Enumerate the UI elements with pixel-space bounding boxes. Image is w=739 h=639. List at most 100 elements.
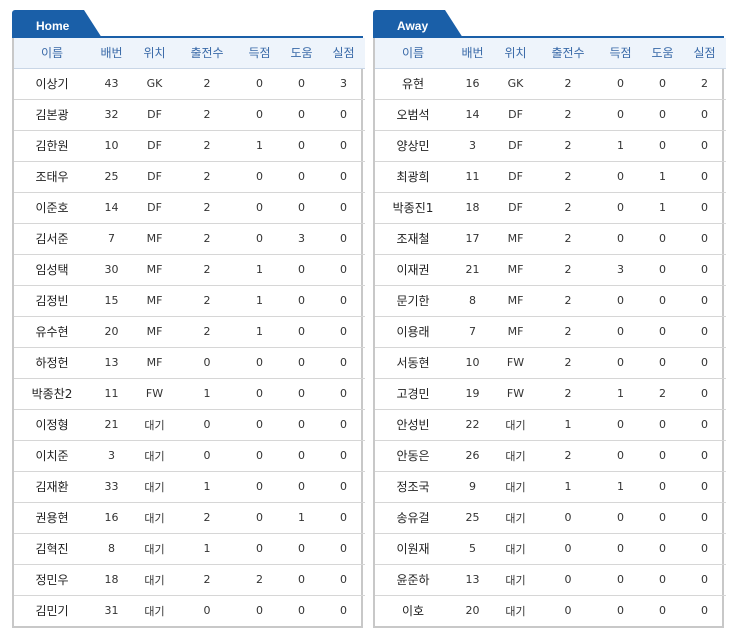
table-row: 이재권 21 MF 2 3 0 0: [375, 254, 726, 286]
home-roster-table: 이름 배번 위치 출전수 득점 도움 실점 이상기 43 GK 2 0 0 3 김본광 32 DF…: [14, 38, 365, 626]
player-position: 대기: [133, 564, 176, 596]
player-number: 22: [451, 409, 494, 441]
player-name: 유현: [375, 68, 451, 100]
player-appearances: 0: [564, 604, 572, 618]
col-header-appearances: 출전수: [537, 38, 599, 69]
table-row: 안성빈 22 대기 1 0 0 0: [375, 409, 726, 441]
player-appearances: 1: [176, 471, 238, 503]
away-tab[interactable]: Away: [373, 10, 463, 38]
player-goals: 1: [238, 254, 281, 286]
col-header-appearances: 출전수: [176, 38, 238, 69]
player-appearances: 2: [176, 161, 238, 193]
player-name: 안동은: [375, 440, 451, 472]
table-row: 김한원 10 DF 2 1 0 0: [14, 130, 365, 162]
player-goals: 0: [238, 192, 281, 224]
player-number: 16: [90, 502, 133, 534]
col-header-position: 위치: [494, 38, 537, 69]
player-goals: 0: [238, 533, 281, 565]
col-header-conceded: 실점: [683, 38, 726, 69]
player-name: 김서준: [14, 223, 90, 255]
player-number: 33: [90, 471, 133, 503]
player-number: 11: [90, 378, 133, 410]
player-conceded: 0: [701, 604, 708, 618]
player-number: 14: [90, 192, 133, 224]
home-roster-panel: Home 이름 배번 위치 출전수 득점 도움 실점 이상기 43 GK 2 0 0 3 김본…: [12, 10, 365, 628]
player-number: 21: [451, 254, 494, 286]
player-assists: 0: [642, 285, 683, 317]
player-conceded: 0: [683, 564, 726, 596]
player-appearances: 0: [176, 347, 238, 379]
player-number: 25: [90, 161, 133, 193]
player-position: 대기: [494, 440, 537, 472]
table-row: 하정헌 13 MF 0 0 0 0: [14, 347, 365, 379]
col-header-goals: 득점: [599, 38, 642, 69]
player-goals: 0: [599, 161, 642, 193]
player-conceded: 0: [683, 533, 726, 565]
player-number: 21: [90, 409, 133, 441]
player-name: 정민우: [14, 564, 90, 596]
player-name: 윤준하: [375, 564, 451, 596]
player-number: 25: [451, 502, 494, 534]
player-goals: 0: [599, 502, 642, 534]
player-position: MF: [133, 347, 176, 379]
home-tab[interactable]: Home: [12, 10, 102, 38]
tab-underline: [373, 36, 724, 38]
home-table-body: 이상기 43 GK 2 0 0 3 김본광 32 DF 2 0 0 0 김한원 10 DF 2 1 0 0 조태우 25 DF…: [14, 68, 365, 626]
player-assists: 1: [642, 161, 683, 193]
player-position: MF: [133, 254, 176, 286]
player-appearances: 2: [176, 68, 238, 100]
player-conceded: 0: [322, 533, 365, 565]
player-conceded: 0: [683, 161, 726, 193]
player-appearances: 2: [537, 316, 599, 348]
player-goals: 0: [599, 192, 642, 224]
player-position: GK: [494, 68, 537, 100]
col-header-assists: 도움: [281, 38, 322, 69]
player-goals: 0: [599, 68, 642, 100]
table-row: 조재철 17 MF 2 0 0 0: [375, 223, 726, 255]
player-position: DF: [494, 161, 537, 193]
player-number: 43: [90, 68, 133, 100]
player-number: 32: [90, 99, 133, 131]
table-row: 권용현 16 대기 2 0 1 0: [14, 502, 365, 534]
header-row: 이름 배번 위치 출전수 득점 도움 실점: [375, 38, 726, 69]
player-assists: 0: [281, 378, 322, 410]
player-goals: 0: [599, 409, 642, 441]
player-assists: 0: [281, 533, 322, 565]
player-assists: 0: [298, 604, 305, 618]
player-assists: 0: [281, 130, 322, 162]
player-appearances: 2: [176, 192, 238, 224]
player-number: 31: [104, 604, 119, 618]
player-appearances: 2: [537, 254, 599, 286]
player-goals: 0: [238, 347, 281, 379]
player-position: 대기: [494, 502, 537, 534]
player-assists: 0: [281, 99, 322, 131]
player-goals: 1: [599, 130, 642, 162]
table-row: 오범석 14 DF 2 0 0 0: [375, 99, 726, 131]
player-assists: 0: [642, 502, 683, 534]
player-number: 15: [90, 285, 133, 317]
table-row: 김정빈 15 MF 2 1 0 0: [14, 285, 365, 317]
player-appearances: 0: [537, 533, 599, 565]
player-assists: 0: [281, 68, 322, 100]
table-row: 김서준 7 MF 2 0 3 0: [14, 223, 365, 255]
player-appearances: 1: [176, 533, 238, 565]
table-row: 이호 20 대기 0 0 0 0: [375, 595, 726, 626]
player-name: 유수현: [14, 316, 90, 348]
player-goals: 1: [599, 378, 642, 410]
player-goals: 0: [599, 440, 642, 472]
player-name: 박종찬2: [14, 378, 90, 410]
player-assists: 0: [281, 471, 322, 503]
table-row: 정민우 18 대기 2 2 0 0: [14, 564, 365, 596]
player-conceded: 0: [322, 409, 365, 441]
player-goals: 0: [599, 347, 642, 379]
away-tab-row: Away: [373, 10, 724, 38]
player-assists: 0: [281, 192, 322, 224]
table-row: 유현 16 GK 2 0 0 2: [375, 68, 726, 100]
player-appearances: 2: [176, 316, 238, 348]
player-name: 안성빈: [375, 409, 451, 441]
home-table-box: 이름 배번 위치 출전수 득점 도움 실점 이상기 43 GK 2 0 0 3 김본광 32 DF…: [12, 38, 365, 628]
player-name: 정조국: [375, 471, 451, 503]
player-appearances: 2: [537, 347, 599, 379]
player-name: 김혁진: [14, 533, 90, 565]
player-number: 20: [465, 604, 480, 618]
